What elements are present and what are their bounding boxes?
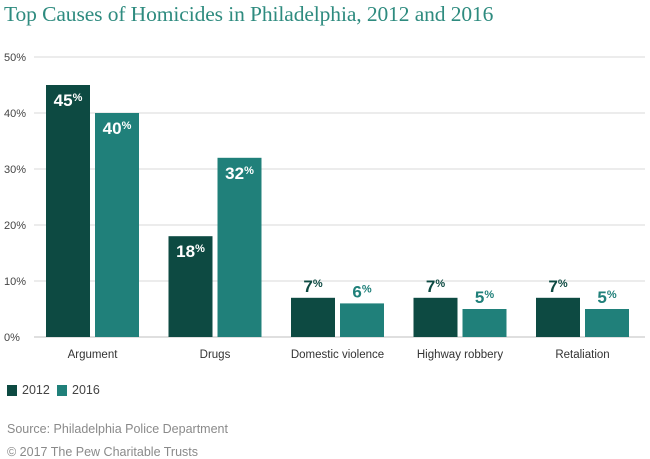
legend-swatch-2012 [7,384,17,396]
chart-title: Top Causes of Homicides in Philadelphia,… [4,2,494,26]
x-category-label: Drugs [200,349,231,361]
legend-item-2012: 2012 [7,383,50,397]
data-label: 40% [103,119,132,138]
data-label: 7% [548,277,567,296]
copyright-note: © 2017 The Pew Charitable Trusts [7,445,199,459]
data-label: 7% [303,277,322,296]
x-category-label: Domestic violence [291,349,384,361]
bar-2016 [95,113,139,337]
bar-2016 [217,157,262,337]
y-tick-label: 40% [4,108,26,120]
data-label: 5% [597,288,616,307]
data-label: 5% [475,288,494,307]
bar-2016 [462,309,507,337]
source-note: Source: Philadelphia Police Department [7,422,228,436]
legend-swatch-2016 [57,384,67,396]
y-tick-label: 10% [4,276,26,288]
x-category-label: Argument [68,349,119,361]
bar-2012 [46,85,90,337]
data-label: 7% [426,277,445,296]
bar-chart: 0% 10% 20% 30% 40% 50% 45% 40% Argument 18% 32% Dru… [4,52,645,361]
bar-2016 [585,309,629,337]
legend-item-2016: 2016 [57,383,100,397]
bar-2012 [413,297,458,337]
bar-2012 [291,297,335,337]
data-label: 45% [54,91,83,110]
bar-2012 [168,236,213,337]
data-label: 18% [176,242,205,261]
x-category-label: Highway robbery [417,349,504,361]
x-category-label: Retaliation [555,349,609,361]
y-tick-label: 30% [4,164,26,176]
y-tick-label: 20% [4,220,26,232]
legend-label-2016: 2016 [72,383,100,397]
y-tick-label: 0% [4,332,20,344]
bar-2012 [536,297,580,337]
y-tick-label: 50% [4,52,26,64]
data-label: 32% [225,164,254,183]
legend-label-2012: 2012 [22,383,50,397]
bar-2016 [340,303,384,337]
data-label: 6% [352,282,371,301]
